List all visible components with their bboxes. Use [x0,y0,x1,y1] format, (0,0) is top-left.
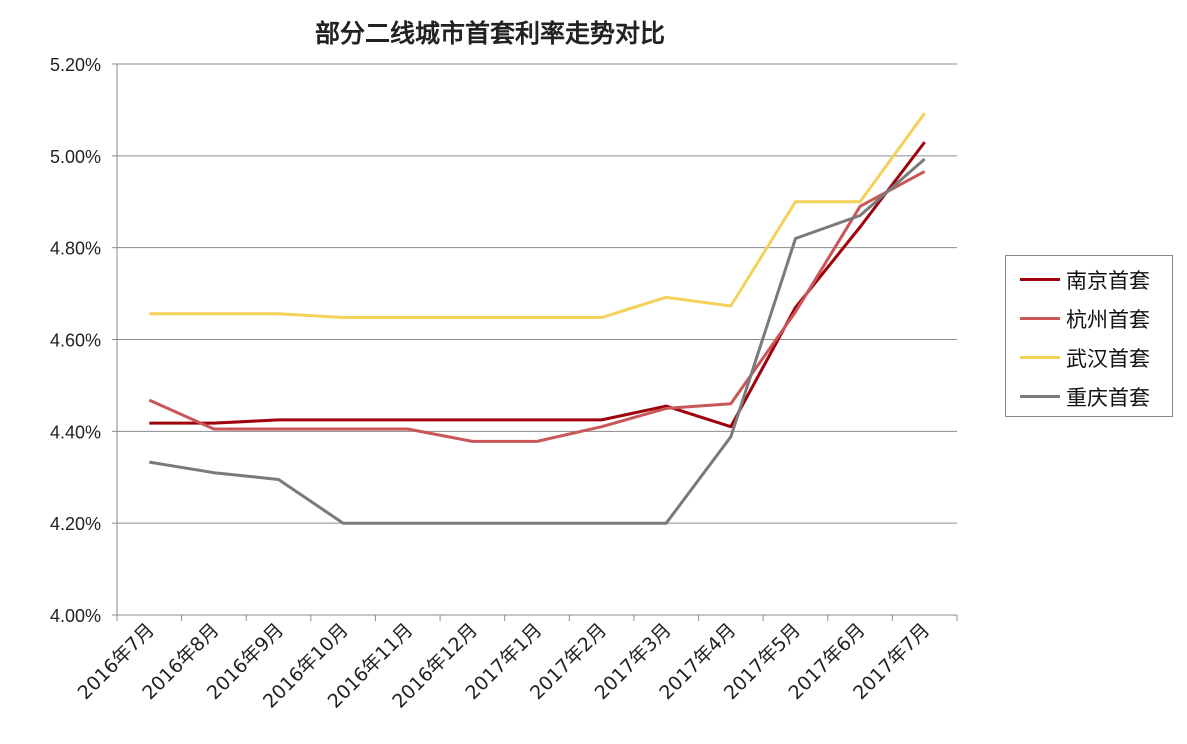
legend: 南京首套杭州首套武汉首套重庆首套 [1005,255,1173,417]
legend-item: 南京首套 [1006,260,1172,299]
series-line [149,157,926,525]
legend-label: 武汉首套 [1066,346,1150,371]
series-line [148,170,926,443]
legend-swatch [1020,317,1060,320]
legend-label: 重庆首套 [1066,385,1150,410]
legend-swatch [1020,356,1060,359]
series-line [149,141,926,429]
legend-item: 杭州首套 [1006,299,1172,338]
y-tick-label: 4.20% [50,514,101,534]
y-tick-label: 5.00% [50,147,101,167]
legend-swatch [1020,278,1060,281]
legend-label: 南京首套 [1066,268,1150,293]
legend-item: 重庆首套 [1006,377,1172,416]
series-lines [148,112,926,525]
y-tick-label: 4.40% [50,422,101,442]
gridlines [112,63,957,616]
legend-label: 杭州首套 [1066,307,1150,332]
axes [116,64,958,621]
legend-swatch [1020,395,1060,398]
y-tick-label: 4.60% [50,331,101,351]
y-tick-label: 4.80% [50,239,101,259]
legend-item: 武汉首套 [1006,338,1172,377]
chart-title: 部分二线城市首套利率走势对比 [314,19,665,48]
x-tick-labels: 2016年7月2016年8月2016年9月2016年10月2016年11月201… [74,619,935,713]
series-line [149,112,926,319]
y-tick-label: 5.20% [50,55,101,75]
y-tick-labels: 4.00% 4.20% 4.40% 4.60% 4.80% 5.00% 5.20% [50,55,101,626]
y-tick-label: 4.00% [50,606,101,626]
